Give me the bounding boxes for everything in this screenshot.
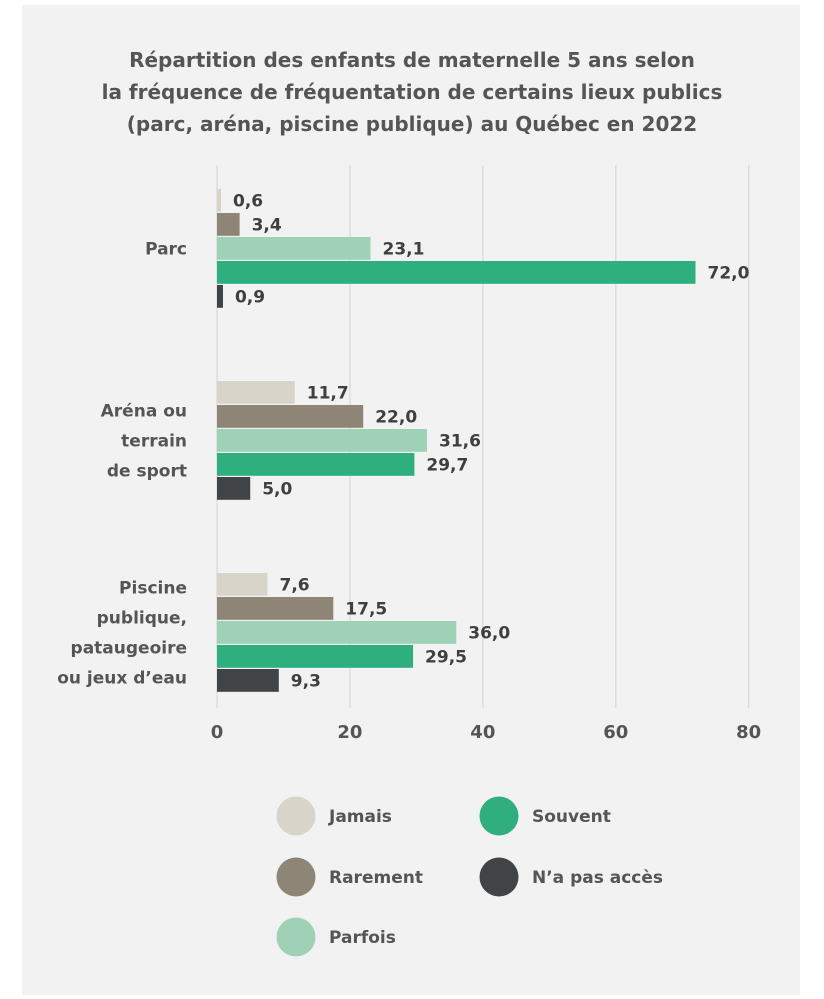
data-label-1-4: 72,0 <box>708 263 750 283</box>
category-label-3-line-1: Piscine <box>119 578 187 598</box>
category-label-2-line-1: Aréna ou <box>101 401 187 421</box>
chart-panel <box>22 5 800 995</box>
category-label-3-line-4: ou jeux d’eau <box>57 668 187 688</box>
bar-2-2 <box>217 405 364 428</box>
legend-label-4: Souvent <box>532 807 611 827</box>
category-label-3-line-2: publique, <box>97 608 187 628</box>
bar-1-1 <box>217 189 221 212</box>
bar-3-5 <box>217 669 279 692</box>
category-label-3-line-3: pataugeoire <box>71 638 187 658</box>
bar-2-3 <box>217 429 428 452</box>
bar-1-2 <box>217 213 240 236</box>
bar-1-3 <box>217 237 371 260</box>
bar-1-5 <box>217 285 223 308</box>
data-label-2-5: 5,0 <box>262 479 292 499</box>
legend-label-2: Rarement <box>329 868 423 888</box>
data-label-2-2: 22,0 <box>375 407 417 427</box>
data-label-3-1: 7,6 <box>280 575 310 595</box>
title-line-2: la fréquence de fréquentation de certain… <box>101 80 723 104</box>
category-label-1-line-1: Parc <box>145 239 187 259</box>
data-label-1-3: 23,1 <box>383 239 425 259</box>
data-label-2-1: 11,7 <box>307 383 349 403</box>
chart-title: Répartition des enfants de maternelle 5 … <box>0 44 824 140</box>
x-tick-label-20: 20 <box>337 722 362 743</box>
bar-1-4 <box>217 261 696 284</box>
legend-label-3: Parfois <box>329 928 396 948</box>
title-line-3: (parc, aréna, piscine publique) au Québe… <box>126 112 698 136</box>
title-line-1: Répartition des enfants de maternelle 5 … <box>129 48 695 72</box>
legend-swatch-3 <box>276 917 316 957</box>
legend-label-5: N’a pas accès <box>532 868 663 888</box>
bar-3-3 <box>217 621 457 644</box>
legend-swatch-2 <box>276 857 316 897</box>
bar-3-4 <box>217 645 414 668</box>
legend-swatch-4 <box>479 796 519 836</box>
bar-3-2 <box>217 597 334 620</box>
bar-2-5 <box>217 477 251 500</box>
data-label-3-5: 9,3 <box>291 671 321 691</box>
x-tick-label-40: 40 <box>470 722 495 743</box>
data-label-1-2: 3,4 <box>252 215 282 235</box>
data-label-1-1: 0,6 <box>233 191 263 211</box>
data-label-3-2: 17,5 <box>345 599 387 619</box>
category-label-2-line-3: de sport <box>107 461 187 481</box>
data-label-2-4: 29,7 <box>426 455 468 475</box>
data-label-1-5: 0,9 <box>235 287 265 307</box>
data-label-3-4: 29,5 <box>425 647 467 667</box>
bar-2-4 <box>217 453 415 476</box>
category-label-2-line-2: terrain <box>121 431 187 451</box>
x-tick-label-80: 80 <box>736 722 761 743</box>
legend-label-1: Jamais <box>328 807 392 827</box>
legend-swatch-5 <box>479 857 519 897</box>
x-tick-label-60: 60 <box>603 722 628 743</box>
data-label-3-3: 36,0 <box>468 623 510 643</box>
data-label-2-3: 31,6 <box>439 431 481 451</box>
bar-2-1 <box>217 381 295 404</box>
bar-3-1 <box>217 573 268 596</box>
x-tick-label-0: 0 <box>211 722 224 743</box>
legend-swatch-1 <box>276 796 316 836</box>
